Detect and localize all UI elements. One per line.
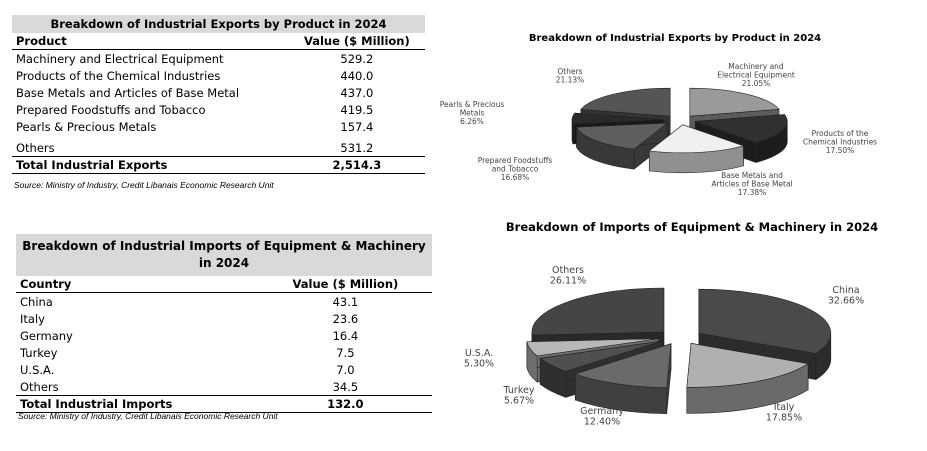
total-value: 132.0 [258, 395, 432, 413]
imports-col-value: Value ($ Million) [258, 276, 432, 293]
table-row: Pearls & Precious Metals 157.4 [12, 118, 425, 135]
row-value: 16.4 [332, 328, 359, 343]
total-label: Total Industrial Imports [16, 395, 259, 413]
row-value: 440.0 [340, 68, 374, 83]
row-name: Machinery and Electrical Equipment [16, 51, 224, 66]
row-name: Pearls & Precious Metals [16, 119, 157, 134]
table-total-row: Total Industrial Imports 132.0 [16, 395, 432, 413]
row-value: 437.0 [340, 85, 374, 100]
total-value: 2,514.3 [288, 156, 425, 174]
row-name: Turkey [20, 345, 58, 360]
exports-col-value: Value ($ Million) [288, 33, 425, 50]
row-value: 34.5 [332, 379, 359, 394]
table-row: Products of the Chemical Industries 440.… [12, 67, 425, 84]
pie-label: U.S.A. 5.30% [464, 348, 494, 370]
pie-label: Base Metals and Articles of Base Metal 17.… [711, 171, 792, 197]
exports-table-title: Breakdown of Industrial Exports by Produ… [12, 15, 425, 33]
table-row: Germany 16.4 [16, 327, 432, 344]
row-name: U.S.A. [20, 362, 55, 377]
table-row: China 43.1 [16, 293, 432, 311]
row-name: Others [16, 140, 55, 155]
pie-label: Others 21.13% [556, 67, 585, 85]
table-row: Machinery and Electrical Equipment 529.2 [12, 50, 425, 68]
total-label: Total Industrial Exports [12, 156, 289, 174]
pie-label: Machinery and Electrical Equipment 21.05% [717, 62, 795, 88]
imports-source-note: Source: Ministry of Industry, Credit Lib… [18, 411, 278, 421]
row-name: Germany [20, 328, 73, 343]
pie-label: Germany 12.40% [580, 406, 624, 428]
exports-source-note: Source: Ministry of Industry, Credit Lib… [14, 180, 274, 190]
pie-slice [648, 124, 745, 174]
row-name: Base Metals and Articles of Base Metal [16, 85, 240, 100]
pie-label: China 32.66% [828, 285, 864, 307]
pie-slice [686, 342, 809, 414]
pie-label: Italy 17.85% [766, 402, 802, 424]
row-value: 23.6 [332, 311, 359, 326]
pie-label: Turkey 5.67% [503, 385, 535, 407]
row-value: 529.2 [340, 51, 374, 66]
row-name: China [20, 294, 53, 309]
pie-label: Others 26.11% [550, 265, 586, 287]
pie-label: Prepared Foodstuffs and Tobacco 16.68% [478, 156, 553, 182]
imports-table-title: Breakdown of Industrial Imports of Equip… [16, 234, 432, 276]
row-value: 531.2 [340, 140, 374, 155]
table-total-row: Total Industrial Exports 2,514.3 [12, 156, 425, 174]
table-row: Base Metals and Articles of Base Metal 4… [12, 84, 425, 101]
row-name: Products of the Chemical Industries [16, 68, 221, 83]
table-row: Prepared Foodstuffs and Tobacco 419.5 [12, 101, 425, 118]
pie-slice [576, 122, 669, 170]
row-value: 7.0 [336, 362, 355, 377]
imports-col-country: Country [16, 276, 259, 293]
row-value: 157.4 [340, 119, 374, 134]
pie-label: Products of the Chemical Industries 17.50% [803, 129, 877, 155]
pie-slice [574, 343, 672, 414]
row-value: 43.1 [332, 294, 359, 309]
row-name: Prepared Foodstuffs and Tobacco [16, 102, 206, 117]
table-row: Turkey 7.5 [16, 344, 432, 361]
row-name: Italy [20, 311, 45, 326]
table-row: U.S.A. 7.0 [16, 361, 432, 378]
row-name: Others [20, 379, 59, 394]
exports-pie-chart: Breakdown of Industrial Exports by Produ… [440, 33, 877, 197]
imports-table: Breakdown of Industrial Imports of Equip… [16, 234, 432, 413]
row-value: 7.5 [336, 345, 355, 360]
pie-title: Breakdown of Industrial Exports by Produ… [529, 33, 821, 44]
exports-table: Breakdown of Industrial Exports by Produ… [12, 15, 425, 174]
imports-pie-chart: Breakdown of Imports of Equipment & Mach… [464, 220, 878, 428]
row-value: 419.5 [340, 102, 374, 117]
table-row: Others 34.5 [16, 378, 432, 396]
table-row: Others 531.2 [12, 135, 425, 157]
exports-col-product: Product [12, 33, 289, 50]
table-row: Italy 23.6 [16, 310, 432, 327]
pie-title: Breakdown of Imports of Equipment & Mach… [506, 220, 878, 234]
pie-label: Pearls & Precious Metals 6.26% [440, 100, 505, 126]
